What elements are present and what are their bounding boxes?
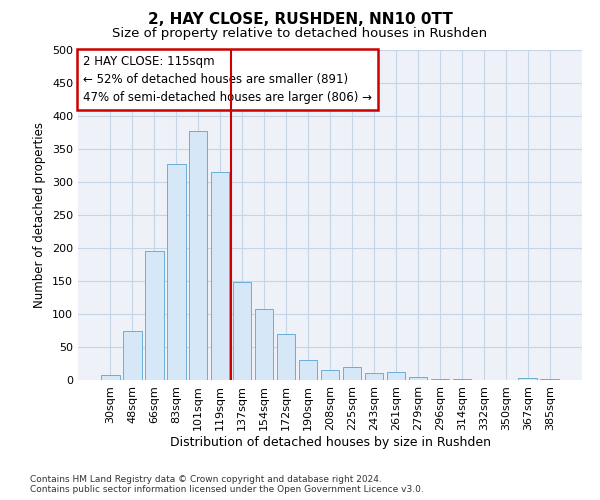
Bar: [123, 330, 142, 380]
Bar: [167, 164, 185, 380]
Bar: [365, 374, 383, 380]
Bar: [255, 308, 274, 380]
Bar: [145, 252, 164, 380]
Bar: [233, 282, 251, 380]
Bar: [277, 334, 295, 380]
Y-axis label: Number of detached properties: Number of detached properties: [34, 122, 46, 308]
Bar: [320, 370, 340, 380]
Bar: [343, 367, 361, 380]
Bar: [101, 374, 119, 380]
Text: Contains HM Land Registry data © Crown copyright and database right 2024.
Contai: Contains HM Land Registry data © Crown c…: [30, 474, 424, 494]
Text: Size of property relative to detached houses in Rushden: Size of property relative to detached ho…: [112, 28, 488, 40]
Text: 2, HAY CLOSE, RUSHDEN, NN10 0TT: 2, HAY CLOSE, RUSHDEN, NN10 0TT: [148, 12, 452, 28]
Bar: [409, 376, 427, 380]
Bar: [211, 172, 229, 380]
Bar: [518, 378, 537, 380]
X-axis label: Distribution of detached houses by size in Rushden: Distribution of detached houses by size …: [170, 436, 491, 448]
Bar: [386, 372, 405, 380]
Bar: [189, 130, 208, 380]
Bar: [299, 360, 317, 380]
Text: 2 HAY CLOSE: 115sqm
← 52% of detached houses are smaller (891)
47% of semi-detac: 2 HAY CLOSE: 115sqm ← 52% of detached ho…: [83, 55, 372, 104]
